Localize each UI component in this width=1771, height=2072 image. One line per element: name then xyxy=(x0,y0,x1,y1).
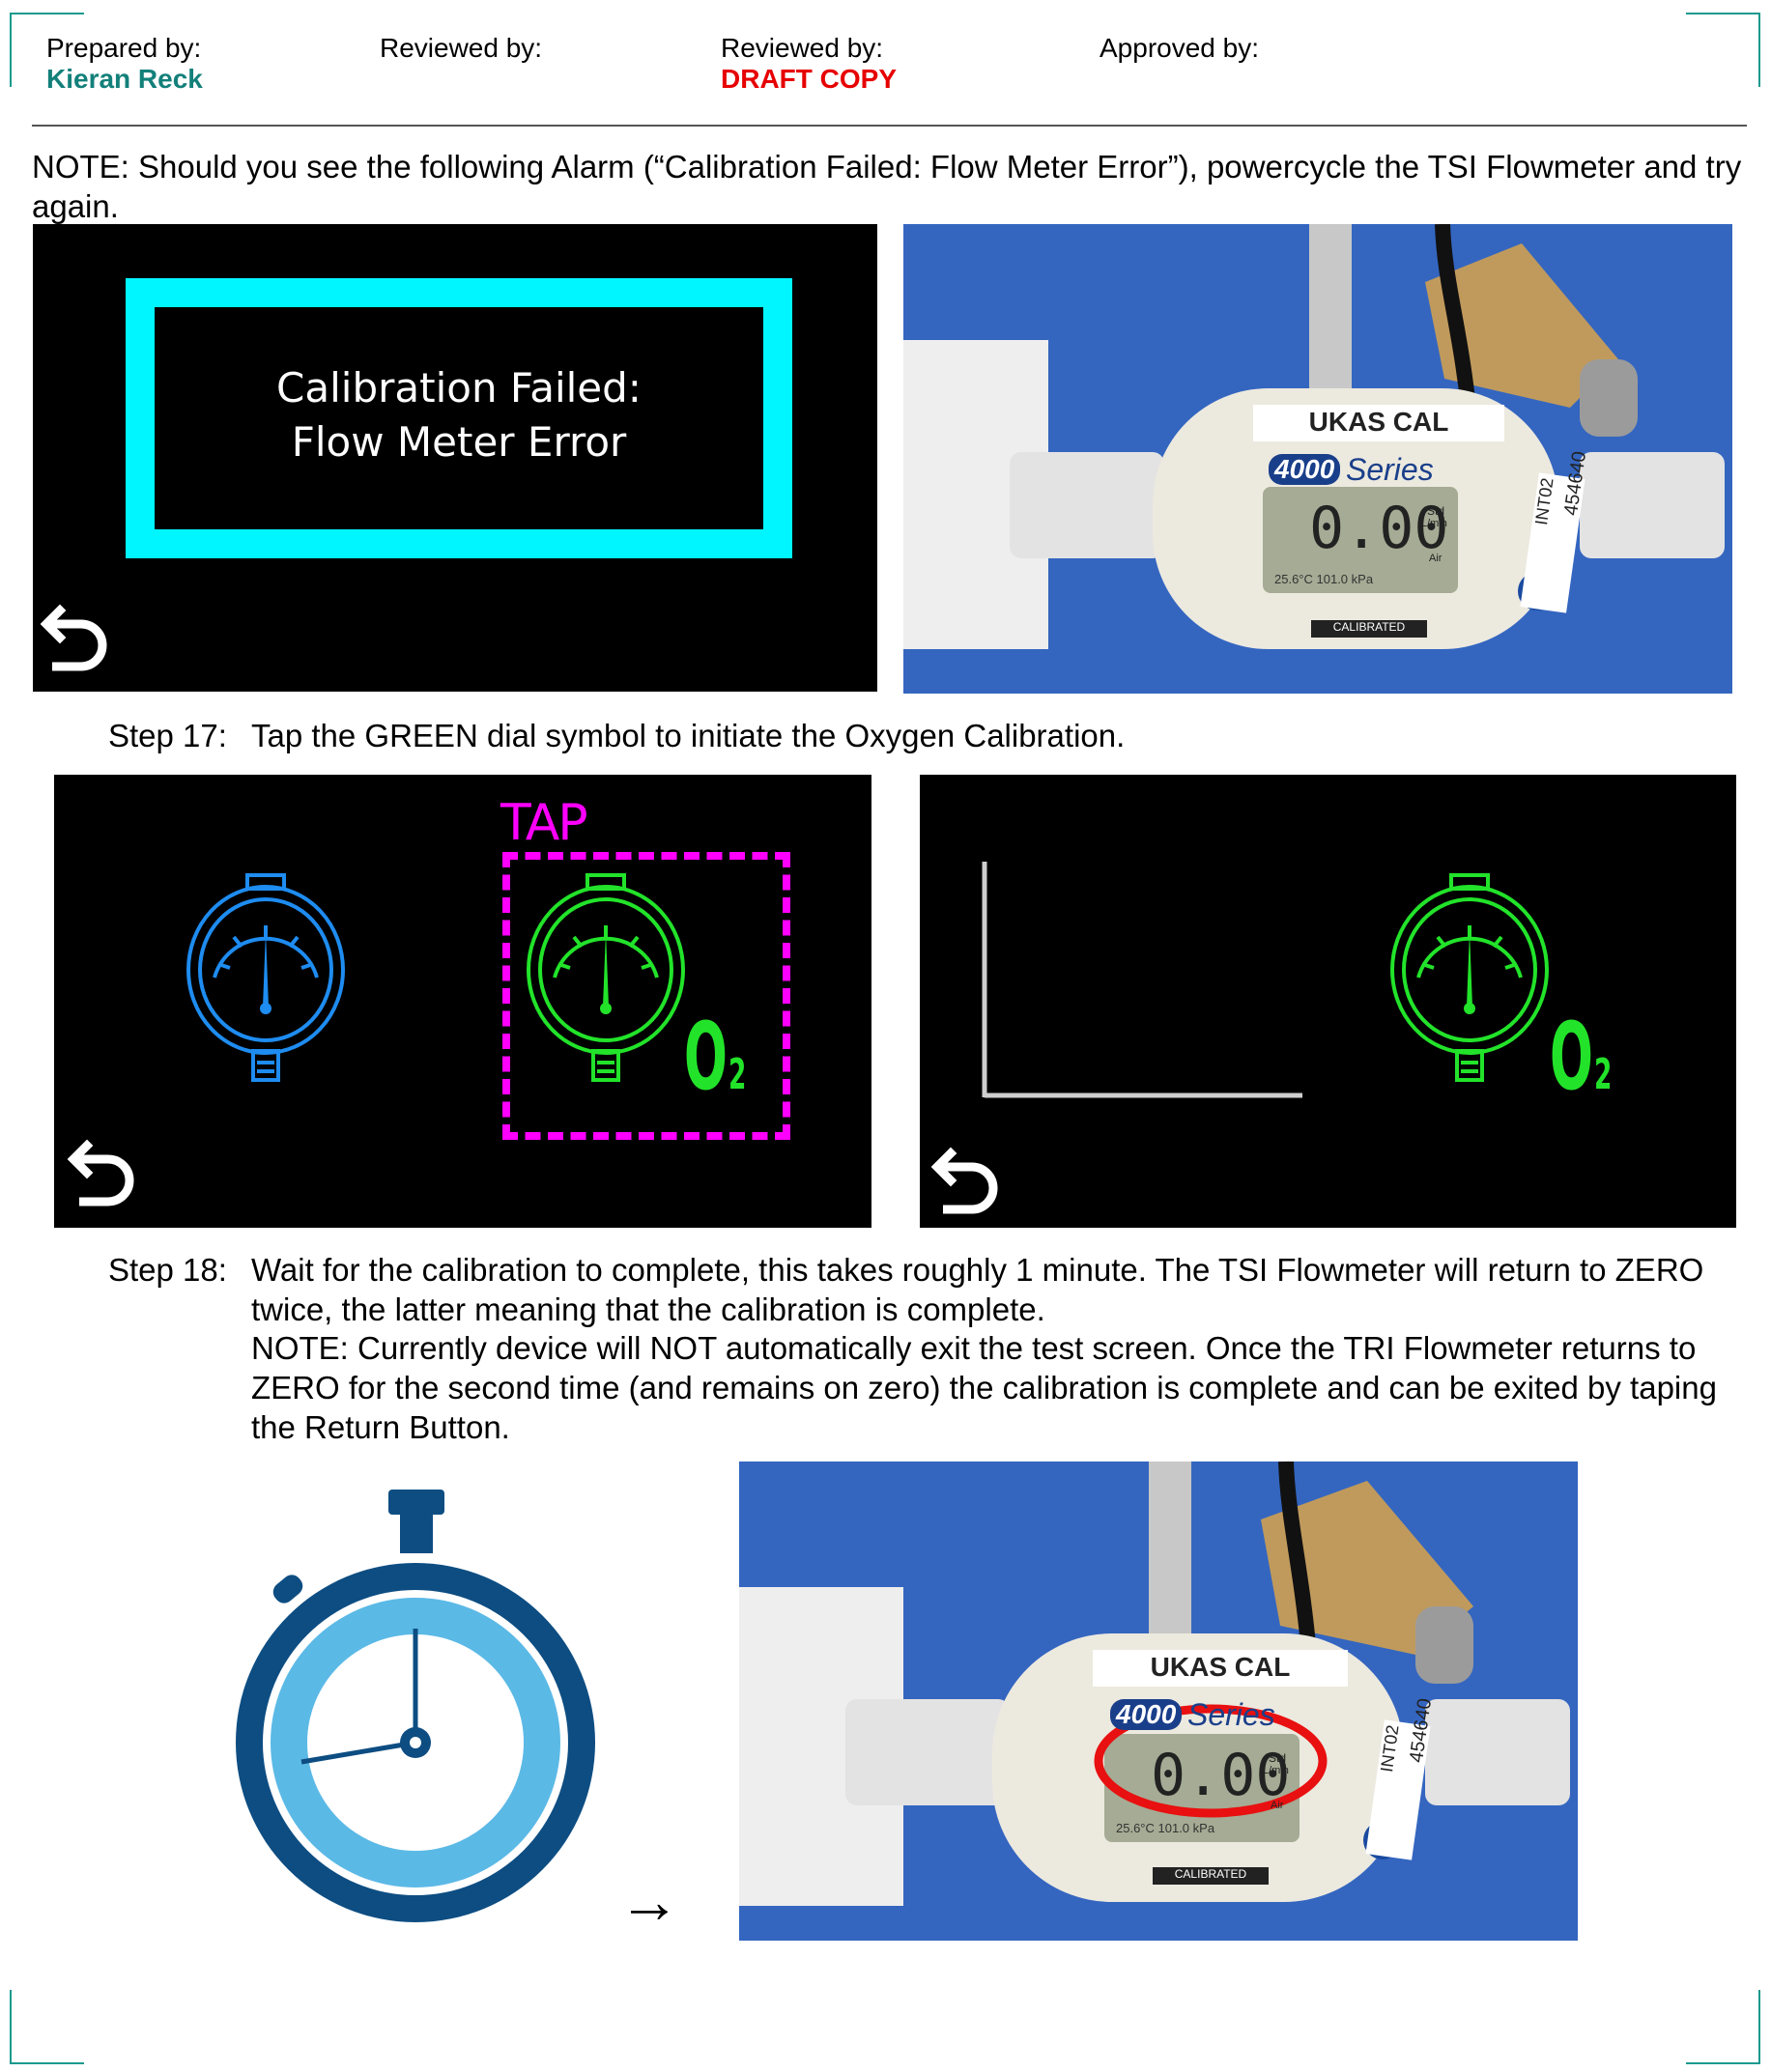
o2-main: O xyxy=(1550,1003,1593,1111)
return-icon[interactable] xyxy=(929,1138,1007,1219)
o2-label: O2 xyxy=(1550,1003,1624,1111)
ukas-cal-tag: UKAS CAL xyxy=(1150,1652,1291,1682)
alarm-note: NOTE: Should you see the following Alarm… xyxy=(32,149,1742,224)
step-17-number: Step 17: xyxy=(108,718,227,753)
oxygen-dial-icon[interactable] xyxy=(524,871,688,1084)
meter-gas: Air xyxy=(1271,1800,1284,1811)
meter-model: 4000 xyxy=(1269,454,1341,485)
return-icon[interactable] xyxy=(66,1130,143,1211)
o2-subscript: 2 xyxy=(728,1050,747,1099)
draft-copy-label: DRAFT COPY xyxy=(721,64,897,94)
header: Prepared by: Kieran Reck Reviewed by: Re… xyxy=(0,0,1771,130)
meter-series: Series xyxy=(1346,452,1434,487)
meter-gas: Air xyxy=(1429,553,1443,564)
step-18-text-1: Wait for the calibration to complete, th… xyxy=(251,1252,1704,1327)
step-18-number: Step 18: xyxy=(108,1252,227,1288)
corner-mark-top-right xyxy=(1686,13,1760,87)
o2-main: O xyxy=(684,1003,728,1111)
tsi-brand: TSI xyxy=(1371,1831,1395,1847)
meter-temp-pressure: 25.6°C 101.0 kPa xyxy=(1274,572,1374,586)
approved-by-label: Approved by: xyxy=(1100,33,1259,63)
flowmeter-photo-2: UKAS CAL 4000 Series 0.00 Std L/min Air … xyxy=(739,1462,1578,1941)
ukas-cal-tag: UKAS CAL xyxy=(1308,407,1449,437)
o2-label: O2 xyxy=(684,1003,758,1111)
meter-unit-std: Std xyxy=(1427,504,1445,518)
meter-series: Series xyxy=(1187,1697,1275,1732)
o2-subscript: 2 xyxy=(1594,1050,1613,1099)
meter-reading: 0.00 xyxy=(1309,495,1449,562)
meter-model: 4000 xyxy=(1110,1699,1183,1730)
meter-unit-std: Std xyxy=(1269,1751,1287,1765)
flowmeter-photo-1: UKAS CAL 4000 Series 0.00 Std L/min Air … xyxy=(903,224,1732,694)
step-18-text-2: NOTE: Currently device will NOT automati… xyxy=(251,1330,1717,1445)
prepared-by-name: Kieran Reck xyxy=(46,64,203,94)
reviewed-by-label-2: Reviewed by: xyxy=(721,33,884,63)
return-icon[interactable] xyxy=(39,595,116,676)
prepared-by-label: Prepared by: xyxy=(46,33,202,63)
meter-unit-lmin: L/min xyxy=(1263,1765,1289,1776)
corner-mark-top-left xyxy=(10,13,84,87)
header-divider xyxy=(32,125,1747,127)
oxygen-dial-icon[interactable] xyxy=(1387,871,1552,1084)
stopwatch-icon xyxy=(236,1490,595,1922)
reviewed-by-label-1: Reviewed by: xyxy=(380,33,543,63)
alarm-frame xyxy=(126,278,792,558)
tap-screen: TAP O2 xyxy=(54,775,871,1228)
alarm-screen: Calibration Failed: Flow Meter Error xyxy=(33,224,877,692)
step-17-text: Tap the GREEN dial symbol to initiate th… xyxy=(251,718,1126,753)
alarm-message-line-1: Calibration Failed: xyxy=(276,364,642,412)
meter-temp-pressure: 25.6°C 101.0 kPa xyxy=(1116,1821,1215,1835)
pressure-dial-icon[interactable] xyxy=(184,871,348,1084)
corner-mark-bottom-right xyxy=(1686,1990,1760,2064)
tap-label: TAP xyxy=(500,794,588,852)
alarm-message-line-2: Flow Meter Error xyxy=(291,418,627,466)
tap-highlight-box xyxy=(502,852,790,1140)
flow-graph xyxy=(982,862,1302,1098)
arrow-right-icon: → xyxy=(618,1866,680,1936)
calibrated-label: CALIBRATED xyxy=(1332,620,1406,634)
calibrated-label: CALIBRATED xyxy=(1174,1867,1247,1881)
calibration-test-screen: O2 xyxy=(920,775,1736,1228)
meter-unit-lmin: L/min xyxy=(1421,518,1447,529)
tsi-brand: TSI xyxy=(1526,582,1550,598)
corner-mark-bottom-left xyxy=(10,1990,84,2064)
meter-reading: 0.00 xyxy=(1151,1742,1291,1809)
